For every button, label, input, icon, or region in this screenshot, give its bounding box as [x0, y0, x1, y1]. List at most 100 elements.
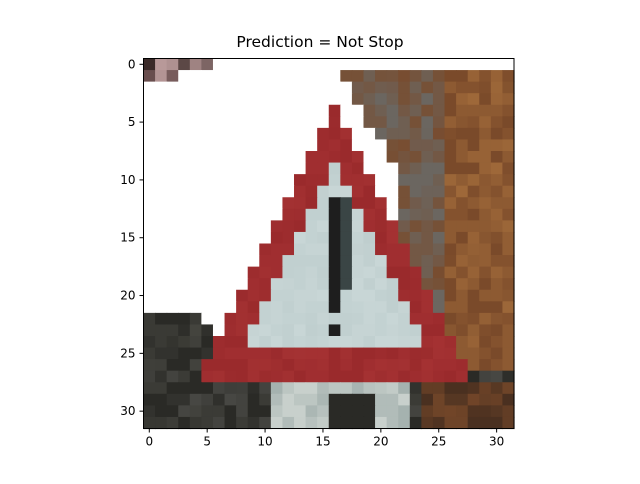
image-pixel	[328, 139, 341, 152]
image-pixel	[166, 266, 179, 279]
image-pixel	[247, 370, 260, 383]
image-pixel	[386, 174, 399, 187]
image-pixel	[421, 162, 434, 175]
image-pixel	[444, 278, 457, 291]
image-pixel	[421, 139, 434, 152]
image-pixel	[270, 359, 284, 372]
image-pixel	[212, 301, 226, 314]
image-pixel	[467, 127, 480, 141]
image-pixel	[432, 336, 446, 349]
image-pixel	[247, 382, 260, 395]
image-pixel	[224, 324, 237, 337]
image-pixel	[421, 208, 434, 221]
image-pixel	[398, 359, 411, 372]
image-pixel	[259, 162, 272, 175]
image-pixel	[270, 185, 284, 198]
image-pixel	[421, 231, 434, 245]
image-pixel	[490, 139, 504, 152]
image-pixel	[444, 104, 457, 117]
image-pixel	[166, 208, 179, 221]
image-pixel	[317, 151, 330, 164]
image-pixel	[317, 382, 330, 395]
image-pixel	[178, 104, 191, 117]
image-pixel	[155, 127, 168, 141]
image-pixel	[328, 255, 341, 268]
image-pixel	[467, 208, 480, 221]
image-pixel	[375, 116, 388, 129]
image-pixel	[259, 197, 272, 210]
image-pixel	[212, 278, 226, 291]
image-pixel	[375, 104, 388, 117]
image-pixel	[212, 81, 226, 94]
image-pixel	[178, 174, 191, 187]
image-pixel	[398, 116, 411, 129]
image-pixel	[224, 382, 237, 395]
image-pixel	[282, 81, 295, 94]
image-pixel	[456, 243, 469, 256]
image-pixel	[259, 336, 272, 349]
image-pixel	[305, 359, 318, 372]
image-pixel	[166, 324, 179, 337]
image-pixel	[456, 58, 469, 71]
image-pixel	[270, 162, 284, 175]
image-pixel	[340, 220, 353, 233]
image-pixel	[294, 104, 307, 117]
image-pixel	[340, 312, 353, 326]
image-pixel	[224, 336, 237, 349]
image-pixel	[502, 278, 515, 291]
image-pixel	[189, 116, 202, 129]
image-pixel	[444, 70, 457, 83]
image-pixel	[143, 220, 156, 233]
image-pixel	[189, 162, 202, 175]
image-pixel	[259, 231, 272, 245]
image-pixel	[490, 359, 504, 372]
image-pixel	[328, 208, 341, 221]
image-pixel	[375, 382, 388, 395]
image-pixel	[201, 416, 214, 430]
image-pixel	[467, 220, 480, 233]
image-pixel	[178, 382, 191, 395]
y-tick-label: 20	[120, 289, 135, 303]
image-pixel	[212, 347, 226, 360]
image-pixel	[155, 347, 168, 360]
image-pixel	[305, 174, 318, 187]
image-pixel	[490, 416, 504, 430]
image-pixel	[212, 220, 226, 233]
image-pixel	[294, 162, 307, 175]
image-pixel	[375, 93, 388, 106]
image-pixel	[363, 58, 376, 71]
image-pixel	[212, 243, 226, 256]
image-pixel	[328, 81, 341, 94]
image-pixel	[490, 266, 504, 279]
image-pixel	[317, 185, 330, 198]
image-pixel	[247, 255, 260, 268]
image-pixel	[409, 405, 422, 418]
image-pixel	[363, 243, 376, 256]
image-pixel	[189, 139, 202, 152]
image-pixel	[201, 185, 214, 198]
image-pixel	[282, 278, 295, 291]
image-pixel	[432, 301, 446, 314]
image-pixel	[351, 139, 365, 152]
image-pixel	[398, 405, 411, 418]
image-pixel	[212, 231, 226, 245]
image-pixel	[166, 139, 179, 152]
image-pixel	[178, 370, 191, 383]
image-pixel	[467, 382, 480, 395]
image-pixel	[490, 231, 504, 245]
image-pixel	[247, 324, 260, 337]
image-pixel	[224, 370, 237, 383]
image-pixel	[398, 220, 411, 233]
image-pixel	[155, 70, 168, 83]
image-pixel	[259, 405, 272, 418]
image-pixel	[386, 220, 399, 233]
image-pixel	[201, 139, 214, 152]
image-pixel	[375, 359, 388, 372]
image-pixel	[467, 370, 480, 383]
image-pixel	[305, 393, 318, 406]
image-pixel	[224, 116, 237, 129]
image-pixel	[444, 116, 457, 129]
image-pixel	[432, 382, 446, 395]
image-pixel	[178, 231, 191, 245]
image-pixel	[502, 185, 515, 198]
